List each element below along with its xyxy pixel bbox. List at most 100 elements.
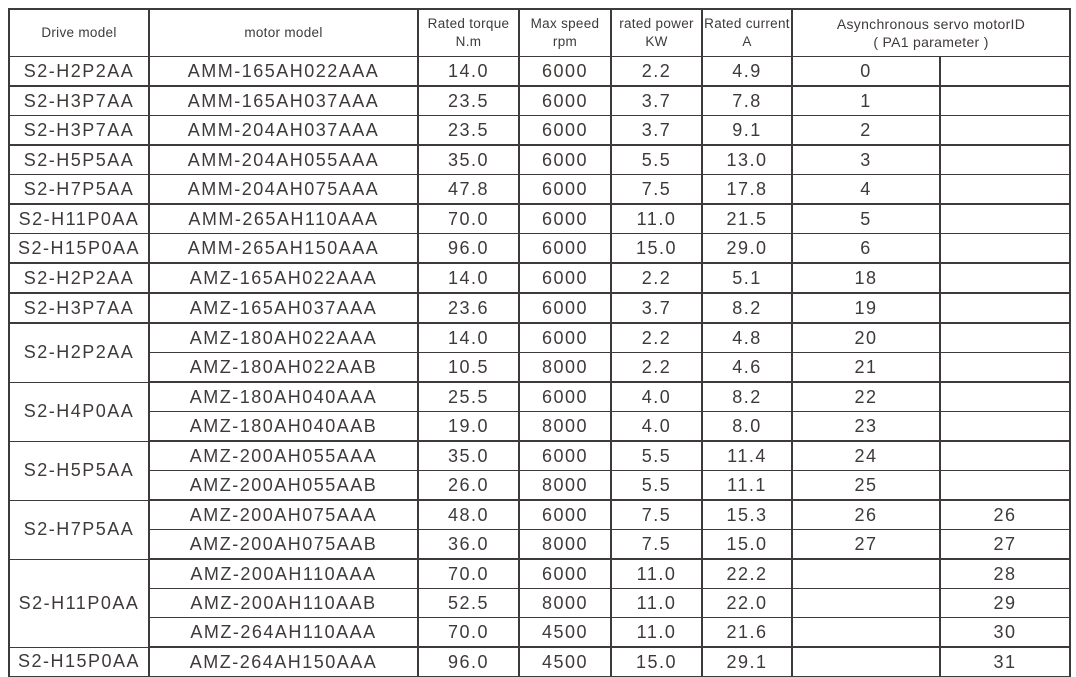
table-row: S2-H3P7AA AMZ-165AH037AAA 23.6 6000 3.7 8.2 19 bbox=[8, 292, 1072, 324]
cell-power: 11.0 bbox=[610, 203, 703, 234]
cell-torque: 52.5 bbox=[417, 588, 520, 618]
cell-speed: 8000 bbox=[518, 588, 612, 618]
header-label: Rated current bbox=[704, 16, 790, 32]
cell-motor-id-1: 20 bbox=[791, 322, 941, 353]
cell-drive: S2-H11P0AA bbox=[8, 558, 150, 648]
cell-motor: AMZ-165AH037AAA bbox=[148, 292, 419, 324]
cell-power: 2.2 bbox=[610, 322, 703, 353]
cell-torque: 14.0 bbox=[417, 56, 520, 87]
cell-power: 7.5 bbox=[610, 529, 703, 560]
cell-speed: 6000 bbox=[518, 558, 612, 589]
table-row: S2-H5P5AA AMZ-200AH055AAA 35.0 6000 5.5 11.4 2… bbox=[8, 440, 1072, 501]
cell-drive: S2-H7P5AA bbox=[8, 499, 150, 560]
cell-current: 22.0 bbox=[701, 588, 793, 618]
cell-motor-id-2 bbox=[938, 115, 1072, 146]
table-row: S2-H2P2AA AMM-165AH022AAA 14.0 6000 2.2 4.9 0 bbox=[8, 56, 1072, 87]
cell-motor-id-2 bbox=[938, 233, 1072, 264]
cell-motor-id-1: 25 bbox=[791, 470, 941, 501]
table-row: S2-H2P2AA AMZ-180AH022AAA 14.0 6000 2.2 4.8 20 bbox=[8, 322, 1072, 383]
cell-motor-id-2: 26 bbox=[938, 499, 1072, 530]
cell-torque: 48.0 bbox=[417, 499, 520, 530]
cell-speed: 6000 bbox=[518, 144, 612, 175]
cell-motor: AMM-204AH037AAA bbox=[148, 115, 419, 146]
cell-current: 4.6 bbox=[701, 352, 793, 383]
cell-torque: 96.0 bbox=[417, 233, 520, 264]
cell-motor-id-1 bbox=[791, 646, 941, 677]
cell-motor-id-2: 27 bbox=[938, 529, 1072, 560]
cell-motor-id-1: 4 bbox=[791, 174, 941, 205]
header-cell-rated-torque: Rated torque N.m bbox=[417, 8, 520, 57]
cell-power: 11.0 bbox=[610, 588, 703, 618]
cell-speed: 6000 bbox=[518, 322, 612, 353]
cell-motor-id-1: 21 bbox=[791, 352, 941, 383]
cell-motor: AMM-265AH110AAA bbox=[148, 203, 419, 234]
header-cell-rated-power: rated power KW bbox=[610, 8, 703, 57]
header-row: Drive model motor model Rated torque N.m… bbox=[8, 8, 1072, 57]
cell-motor: AMM-265AH150AAA bbox=[148, 233, 419, 264]
header-cell-max-speed: Max speed rpm bbox=[518, 8, 612, 57]
cell-motor: AMZ-180AH022AAA bbox=[148, 322, 419, 353]
cell-motor-id-1: 24 bbox=[791, 440, 941, 471]
cell-current: 11.1 bbox=[701, 470, 793, 501]
cell-current: 8.2 bbox=[701, 292, 793, 324]
cell-motor-id-1: 27 bbox=[791, 529, 941, 560]
header-label: Max speed bbox=[530, 16, 600, 32]
table-row: S2-H3P7AA AMM-204AH037AAA 23.5 6000 3.7 9.1 2 bbox=[8, 115, 1072, 146]
cell-current: 13.0 bbox=[701, 144, 793, 175]
cell-motor: AMZ-180AH022AAB bbox=[148, 352, 419, 383]
cell-motor-id-2 bbox=[938, 144, 1072, 175]
cell-motor-id-2 bbox=[938, 56, 1072, 87]
cell-motor-id-2: 28 bbox=[938, 558, 1072, 589]
cell-motor-id-2 bbox=[938, 174, 1072, 205]
cell-current: 5.1 bbox=[701, 262, 793, 294]
cell-speed: 8000 bbox=[518, 352, 612, 383]
cell-current: 22.2 bbox=[701, 558, 793, 589]
cell-motor: AMZ-200AH110AAA bbox=[148, 558, 419, 589]
cell-torque: 14.0 bbox=[417, 262, 520, 294]
cell-drive: S2-H15P0AA bbox=[8, 233, 150, 264]
cell-current: 15.0 bbox=[701, 529, 793, 560]
table-row: S2-H15P0AA AMM-265AH150AAA 96.0 6000 15.0 29.… bbox=[8, 233, 1072, 264]
cell-torque: 23.5 bbox=[417, 85, 520, 116]
cell-drive: S2-H2P2AA bbox=[8, 262, 150, 294]
cell-motor-id-2 bbox=[938, 352, 1072, 383]
cell-torque: 35.0 bbox=[417, 440, 520, 471]
cell-torque: 19.0 bbox=[417, 411, 520, 442]
cell-speed: 6000 bbox=[518, 262, 612, 294]
cell-current: 9.1 bbox=[701, 115, 793, 146]
cell-current: 29.1 bbox=[701, 646, 793, 677]
cell-speed: 6000 bbox=[518, 203, 612, 234]
cell-current: 4.9 bbox=[701, 56, 793, 87]
table-row: AMZ-264AH110AAA 70.0 4500 11.0 21.6 30 bbox=[9, 617, 1072, 648]
cell-torque: 14.0 bbox=[417, 322, 520, 353]
cell-torque: 70.0 bbox=[417, 617, 520, 648]
table-row: S2-H4P0AA AMZ-180AH040AAA 25.5 6000 4.0 8.2 22 bbox=[8, 381, 1072, 442]
table-row: AMZ-200AH055AAB 26.0 8000 5.5 11.1 25 bbox=[9, 470, 1072, 501]
cell-motor-id-2: 30 bbox=[938, 617, 1072, 648]
cell-power: 5.5 bbox=[610, 440, 703, 471]
cell-drive: S2-H2P2AA bbox=[8, 56, 150, 87]
table-row: AMZ-180AH022AAB 10.5 8000 2.2 4.6 21 bbox=[9, 352, 1072, 383]
cell-drive: S2-H5P5AA bbox=[8, 440, 150, 501]
cell-power: 2.2 bbox=[610, 352, 703, 383]
cell-power: 2.2 bbox=[610, 56, 703, 87]
cell-motor: AMZ-264AH110AAA bbox=[148, 617, 419, 648]
table-row: S2-H15P0AA AMZ-264AH150AAA 96.0 4500 15.0 29.… bbox=[8, 646, 1072, 677]
cell-motor-id-1: 3 bbox=[791, 144, 941, 175]
cell-power: 3.7 bbox=[610, 115, 703, 146]
cell-speed: 8000 bbox=[518, 529, 612, 560]
cell-torque: 26.0 bbox=[417, 470, 520, 501]
table-body: S2-H2P2AA AMM-165AH022AAA 14.0 6000 2.2 4.9 0 S… bbox=[8, 56, 1072, 677]
header-unit: A bbox=[742, 34, 752, 49]
cell-motor-id-1: 18 bbox=[791, 262, 941, 294]
cell-motor: AMZ-180AH040AAA bbox=[148, 381, 419, 412]
cell-motor-id-2 bbox=[938, 440, 1072, 471]
cell-power: 11.0 bbox=[610, 558, 703, 589]
cell-motor: AMZ-200AH055AAB bbox=[148, 470, 419, 501]
cell-current: 15.3 bbox=[701, 499, 793, 530]
cell-motor: AMZ-200AH075AAA bbox=[148, 499, 419, 530]
cell-motor: AMM-165AH022AAA bbox=[148, 56, 419, 87]
cell-drive: S2-H3P7AA bbox=[8, 292, 150, 324]
cell-motor: AMZ-165AH022AAA bbox=[148, 262, 419, 294]
cell-current: 11.4 bbox=[701, 440, 793, 471]
